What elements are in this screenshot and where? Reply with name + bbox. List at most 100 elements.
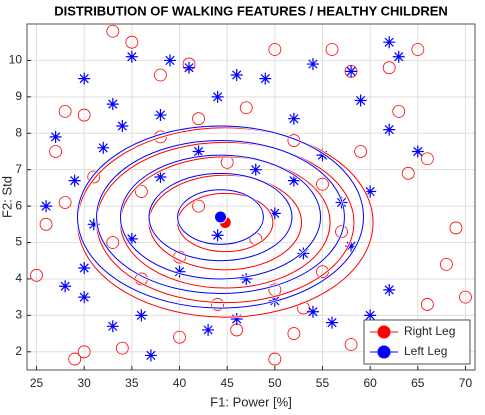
- contour: [77, 125, 364, 309]
- point: [173, 330, 186, 344]
- point: [106, 98, 119, 111]
- point: [106, 24, 120, 38]
- point: [287, 174, 300, 187]
- point: [163, 54, 176, 67]
- point: [78, 72, 91, 85]
- point: [297, 247, 310, 260]
- y-tick-label: 8: [15, 125, 22, 139]
- point: [459, 290, 472, 304]
- point: [68, 174, 81, 187]
- y-tick-label: 4: [15, 271, 22, 285]
- x-tick-label: 55: [316, 376, 330, 390]
- x-tick-label: 35: [125, 376, 139, 390]
- x-tick-label: 40: [173, 376, 187, 390]
- point: [144, 349, 157, 362]
- point: [259, 72, 272, 85]
- point: [326, 316, 339, 329]
- point: [268, 43, 282, 56]
- mean-point: [213, 210, 227, 224]
- y-axis-label: F2: Std: [0, 176, 14, 218]
- point: [211, 90, 224, 103]
- point: [125, 35, 139, 49]
- point: [125, 50, 138, 63]
- point: [345, 240, 358, 253]
- point: [202, 323, 215, 336]
- x-tick-label: 30: [78, 376, 92, 390]
- point: [345, 65, 358, 78]
- point: [40, 200, 53, 213]
- x-axis-label: F1: Power [%]: [210, 394, 292, 409]
- point: [106, 320, 119, 333]
- point: [287, 327, 301, 340]
- point: [211, 229, 224, 242]
- point: [325, 43, 339, 56]
- point: [59, 280, 72, 293]
- contour: [148, 172, 293, 262]
- point: [78, 291, 91, 304]
- y-tick-label: 3: [15, 308, 22, 322]
- point: [364, 309, 377, 322]
- point: [401, 166, 415, 180]
- x-tick-label: 60: [363, 376, 377, 390]
- point: [411, 145, 424, 158]
- point: [192, 112, 205, 126]
- point: [106, 236, 120, 249]
- point: [78, 262, 91, 275]
- chart-title: DISTRIBUTION OF WALKING FEATURES / HEALT…: [54, 3, 448, 18]
- point: [287, 112, 300, 125]
- contour: [119, 154, 322, 280]
- point: [230, 313, 243, 326]
- legend-label: Right Leg: [404, 324, 455, 338]
- point: [58, 105, 72, 118]
- point: [240, 272, 253, 285]
- point: [173, 265, 186, 278]
- point: [125, 232, 138, 245]
- point: [87, 218, 100, 231]
- y-tick-label: 6: [15, 198, 22, 212]
- point: [440, 257, 453, 271]
- point: [249, 163, 262, 176]
- point: [239, 101, 253, 115]
- point: [230, 68, 243, 81]
- point: [306, 305, 319, 318]
- point: [364, 185, 377, 198]
- point: [116, 119, 129, 132]
- point: [392, 105, 406, 118]
- point: [49, 130, 62, 143]
- point: [154, 109, 167, 122]
- point: [77, 345, 91, 359]
- point: [68, 352, 82, 366]
- point: [420, 298, 434, 311]
- x-tick-label: 50: [268, 376, 282, 390]
- point: [335, 225, 348, 239]
- point: [77, 108, 91, 122]
- point: [382, 61, 396, 75]
- point: [39, 217, 53, 231]
- x-tick-label: 25: [30, 376, 44, 390]
- point: [87, 170, 101, 184]
- point: [192, 145, 205, 158]
- point: [211, 298, 225, 311]
- point: [192, 199, 205, 213]
- point: [354, 94, 367, 107]
- legend-label: Left Leg: [404, 344, 447, 358]
- point: [306, 58, 319, 71]
- point: [183, 61, 196, 74]
- point: [383, 123, 396, 136]
- point: [316, 149, 329, 162]
- point: [354, 145, 368, 158]
- x-tick-label: 45: [220, 376, 234, 390]
- legend-marker: [377, 345, 391, 359]
- point: [154, 68, 167, 82]
- point: [383, 36, 396, 49]
- point: [420, 152, 434, 166]
- point: [316, 177, 329, 191]
- x-tick-label: 70: [459, 376, 473, 390]
- x-tick-label: 65: [411, 376, 425, 390]
- point: [268, 207, 281, 220]
- y-tick-label: 9: [15, 89, 22, 103]
- y-tick-label: 10: [9, 53, 23, 67]
- plot-area: [30, 24, 472, 366]
- point: [97, 141, 110, 154]
